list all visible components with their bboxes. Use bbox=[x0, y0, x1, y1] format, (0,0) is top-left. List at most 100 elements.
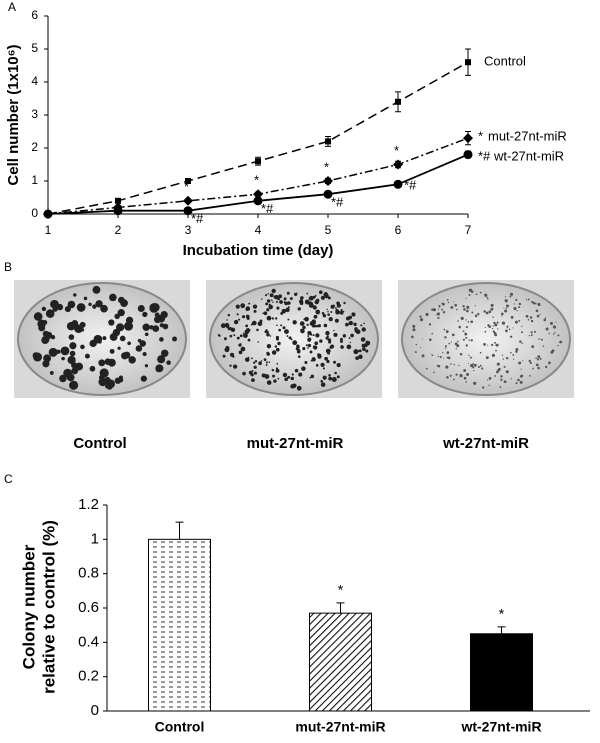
point-label: * bbox=[394, 143, 399, 158]
colony bbox=[309, 350, 313, 354]
point-label: *# bbox=[261, 201, 274, 216]
colony bbox=[292, 340, 298, 346]
colony bbox=[41, 306, 47, 312]
dish-label: wt-27nt-miR bbox=[442, 435, 529, 452]
colony bbox=[327, 313, 330, 316]
colony bbox=[246, 307, 249, 309]
colony bbox=[256, 328, 259, 332]
colony bbox=[488, 376, 492, 380]
colony bbox=[306, 292, 309, 295]
colony bbox=[525, 299, 528, 301]
colony bbox=[48, 347, 58, 357]
colony bbox=[527, 318, 530, 321]
colony bbox=[63, 368, 73, 378]
colony bbox=[530, 334, 533, 337]
marker bbox=[253, 196, 263, 206]
colony bbox=[328, 374, 331, 377]
colony bbox=[140, 375, 147, 382]
colony bbox=[117, 346, 121, 350]
colony bbox=[333, 329, 335, 332]
colony bbox=[537, 355, 541, 359]
colony bbox=[466, 305, 470, 309]
colony bbox=[472, 366, 475, 369]
colony bbox=[275, 337, 280, 341]
colony bbox=[315, 309, 321, 315]
colony bbox=[266, 299, 271, 303]
marker bbox=[255, 158, 261, 165]
colony bbox=[479, 351, 482, 354]
colony bbox=[365, 340, 371, 346]
colony bbox=[468, 363, 470, 365]
colony bbox=[544, 317, 547, 319]
y-tick-label: 0.4 bbox=[78, 633, 99, 650]
colony bbox=[487, 379, 489, 381]
colony bbox=[358, 354, 363, 359]
colony bbox=[360, 337, 366, 342]
colony bbox=[257, 341, 260, 343]
colony bbox=[135, 345, 143, 352]
colony bbox=[484, 326, 486, 328]
colony bbox=[41, 336, 49, 345]
colony bbox=[278, 328, 282, 332]
colony bbox=[298, 372, 303, 377]
colony bbox=[474, 305, 476, 307]
colony bbox=[358, 349, 362, 353]
colony bbox=[108, 319, 115, 326]
colony bbox=[83, 296, 88, 301]
colony bbox=[542, 345, 545, 347]
colony bbox=[355, 329, 361, 335]
colony bbox=[531, 345, 535, 349]
colony bbox=[42, 360, 50, 368]
colony bbox=[317, 324, 322, 328]
colony bbox=[287, 306, 290, 309]
colony bbox=[415, 344, 418, 346]
colony bbox=[537, 366, 540, 370]
colony bbox=[467, 321, 470, 323]
colony bbox=[520, 368, 522, 370]
marker bbox=[253, 189, 263, 200]
colony bbox=[419, 318, 424, 322]
colony bbox=[504, 309, 508, 313]
colony bbox=[494, 375, 496, 377]
colony bbox=[317, 312, 320, 315]
error-bar bbox=[336, 602, 345, 614]
x-tick-label: 5 bbox=[325, 223, 332, 237]
colony bbox=[437, 308, 439, 310]
colony bbox=[71, 320, 79, 327]
colony bbox=[307, 347, 309, 349]
point-label: *# bbox=[478, 148, 491, 163]
colony bbox=[315, 333, 320, 338]
colony bbox=[484, 293, 488, 297]
colony bbox=[282, 372, 288, 378]
point-label: *# bbox=[404, 178, 417, 193]
colony bbox=[482, 386, 485, 389]
colony bbox=[285, 307, 290, 313]
colony bbox=[536, 314, 540, 318]
colony bbox=[491, 353, 495, 357]
colony bbox=[242, 371, 246, 376]
colony bbox=[297, 307, 301, 311]
colony bbox=[548, 332, 550, 335]
x-tick-label: 7 bbox=[465, 223, 472, 237]
colony bbox=[506, 304, 509, 308]
colony bbox=[304, 316, 309, 322]
colony bbox=[420, 346, 422, 348]
colony bbox=[282, 326, 286, 330]
colony bbox=[533, 330, 537, 333]
colony bbox=[431, 332, 434, 335]
colony bbox=[43, 354, 52, 363]
colony bbox=[119, 335, 126, 342]
colony bbox=[348, 315, 352, 320]
colony bbox=[266, 351, 270, 355]
point-label: * bbox=[499, 606, 505, 622]
y-tick-label: 0 bbox=[31, 206, 38, 220]
colony bbox=[273, 379, 277, 383]
colony bbox=[554, 331, 556, 334]
colony bbox=[448, 342, 451, 345]
panel-label: A bbox=[8, 0, 16, 14]
colony bbox=[300, 328, 305, 334]
colony bbox=[505, 329, 508, 333]
colony bbox=[67, 300, 76, 309]
colony bbox=[353, 349, 359, 355]
colony bbox=[265, 302, 269, 306]
